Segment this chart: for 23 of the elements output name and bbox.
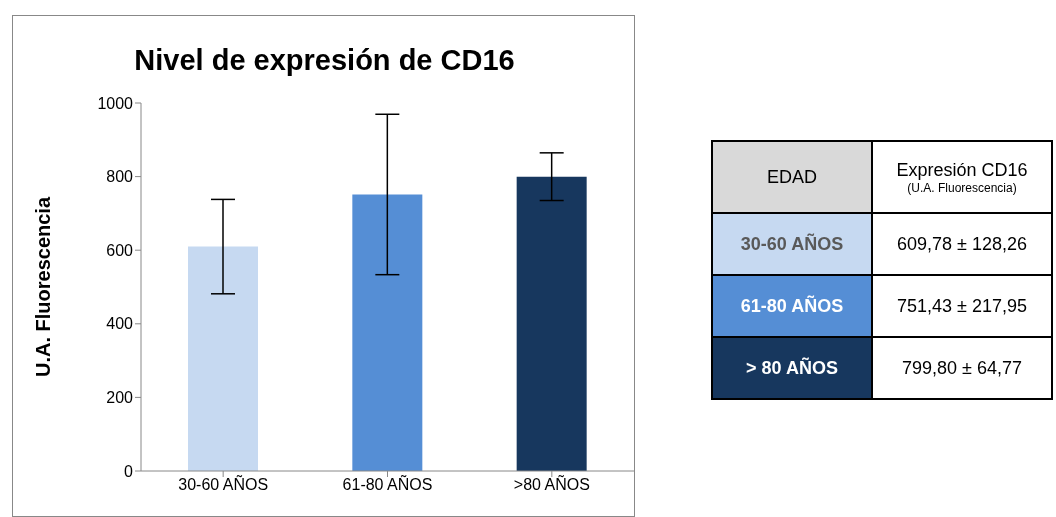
bar (352, 194, 423, 471)
x-tick-label: 61-80 AÑOS (342, 474, 433, 494)
y-tick-label: 400 (106, 315, 134, 333)
y-tick-label: 0 (124, 462, 134, 480)
y-tick-label: 800 (106, 168, 134, 186)
bar (516, 176, 587, 471)
y-tick-label: 200 (106, 389, 134, 407)
y-tick-label: 600 (106, 241, 134, 259)
text: (U.A. Fluorescencia) (906, 180, 1018, 195)
x-tick-label: >80 AÑOS (513, 474, 590, 494)
text: EDAD (712, 141, 872, 213)
text: 751,43 ± 217,95 (872, 275, 1052, 337)
chart-title: Nivel de expresión de CD16 (133, 44, 516, 77)
text: > 80 AÑOS (712, 337, 872, 399)
y-tick-label: 1000 (97, 94, 134, 112)
bar (188, 246, 258, 471)
text: 799,80 ± 64,77 (872, 337, 1052, 399)
text: Expresión CD16 (895, 159, 1029, 181)
text: 609,78 ± 128,26 (872, 213, 1052, 275)
y-axis-title: U.A. Fluorescencia (32, 196, 55, 378)
text: 30-60 AÑOS (712, 213, 872, 275)
text: 61-80 AÑOS (712, 275, 872, 337)
x-tick-label: 30-60 AÑOS (178, 474, 269, 494)
